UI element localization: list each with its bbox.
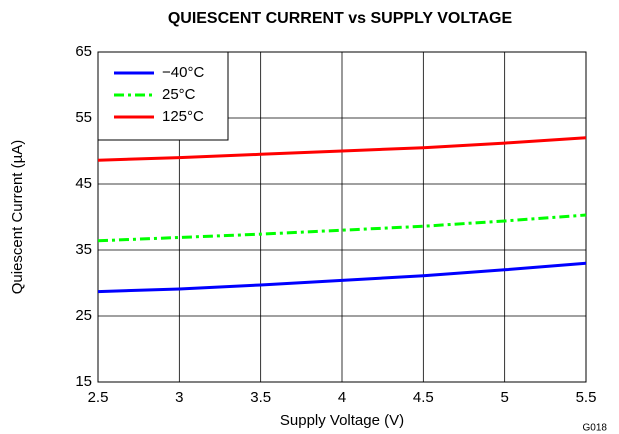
x-tick-label: 5.5: [576, 389, 597, 406]
y-tick-label: 65: [75, 43, 92, 60]
series-line: [97, 261, 587, 294]
x-tick-label: 4: [338, 389, 346, 406]
y-tick-label: 15: [75, 373, 92, 390]
series-line: [97, 136, 587, 162]
x-axis-label: Supply Voltage (V): [280, 412, 404, 429]
series-line: [97, 213, 587, 243]
annotation: G018: [583, 423, 608, 434]
chart-title: QUIESCENT CURRENT vs SUPPLY VOLTAGE: [168, 10, 513, 27]
x-tick-label: 3.5: [250, 389, 271, 406]
y-tick-label: 35: [75, 241, 92, 258]
legend-label: 25°C: [162, 86, 196, 103]
y-tick-label: 55: [75, 109, 92, 126]
legend-label: −40°C: [162, 64, 204, 81]
x-tick-label: 2.5: [88, 389, 109, 406]
x-tick-label: 5: [500, 389, 508, 406]
legend-label: 125°C: [162, 108, 204, 125]
y-tick-label: 45: [75, 175, 92, 192]
y-tick-label: 25: [75, 307, 92, 324]
y-axis-label: Quiescent Current (µA): [9, 140, 26, 295]
x-tick-label: 3: [175, 389, 183, 406]
x-tick-label: 4.5: [413, 389, 434, 406]
plot-frame: [97, 51, 587, 383]
